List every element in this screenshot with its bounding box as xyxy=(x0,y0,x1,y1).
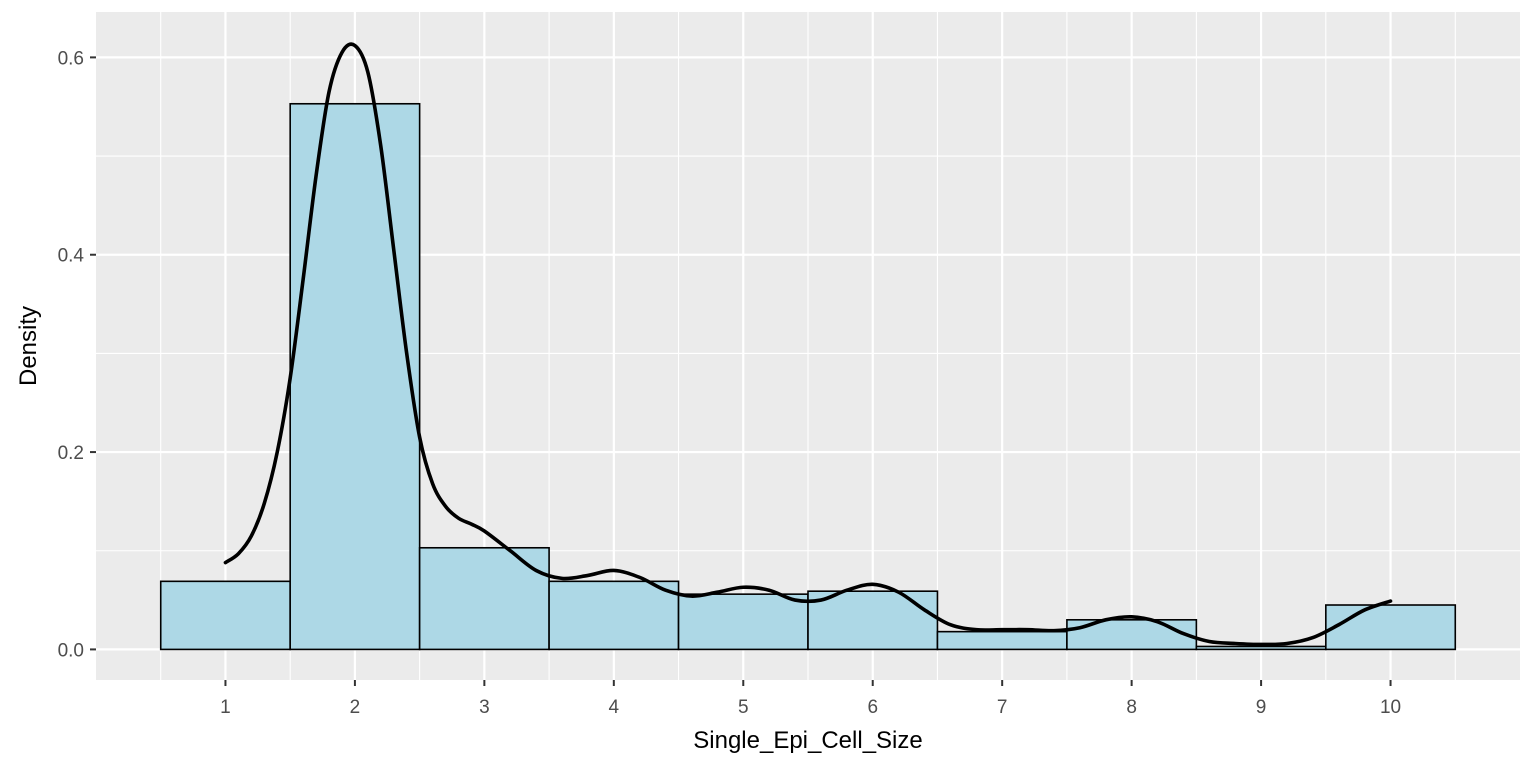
y-tick-label: 0.2 xyxy=(58,443,84,464)
x-tick-label: 7 xyxy=(997,697,1008,718)
x-tick-label: 2 xyxy=(350,697,361,718)
minor-gridlines xyxy=(96,12,1520,680)
x-axis-ticks: 1 2 3 4 5 6 7 8 9 10 xyxy=(220,680,1401,718)
y-tick-label: 0.4 xyxy=(58,246,85,267)
x-tick-label: 8 xyxy=(1126,697,1137,718)
y-tick-label: 0.6 xyxy=(58,48,84,69)
histogram-bar xyxy=(289,102,421,651)
major-gridlines xyxy=(96,12,1520,680)
x-tick-label: 10 xyxy=(1380,697,1401,718)
histogram-bar xyxy=(418,546,550,651)
x-axis-title: Single_Epi_Cell_Size xyxy=(693,727,922,754)
x-tick-label: 3 xyxy=(479,697,490,718)
histogram-bar xyxy=(807,590,939,651)
histogram-bar xyxy=(936,630,1068,651)
density-curve xyxy=(223,42,1393,647)
histogram-bar xyxy=(1195,645,1327,651)
x-tick-label: 1 xyxy=(220,697,231,718)
histogram-bar xyxy=(1325,604,1457,651)
x-tick-label: 4 xyxy=(609,697,620,718)
y-tick-label: 0.0 xyxy=(58,640,84,661)
y-axis-ticks: 0.0 0.2 0.4 0.6 xyxy=(58,48,96,661)
histogram-bar xyxy=(159,580,291,651)
x-tick-label: 5 xyxy=(738,697,749,718)
x-tick-label: 6 xyxy=(867,697,878,718)
x-tick-label: 9 xyxy=(1256,697,1267,718)
histogram-bar xyxy=(548,580,680,651)
histogram-bar xyxy=(677,593,809,651)
y-axis-title: Density xyxy=(15,306,42,386)
